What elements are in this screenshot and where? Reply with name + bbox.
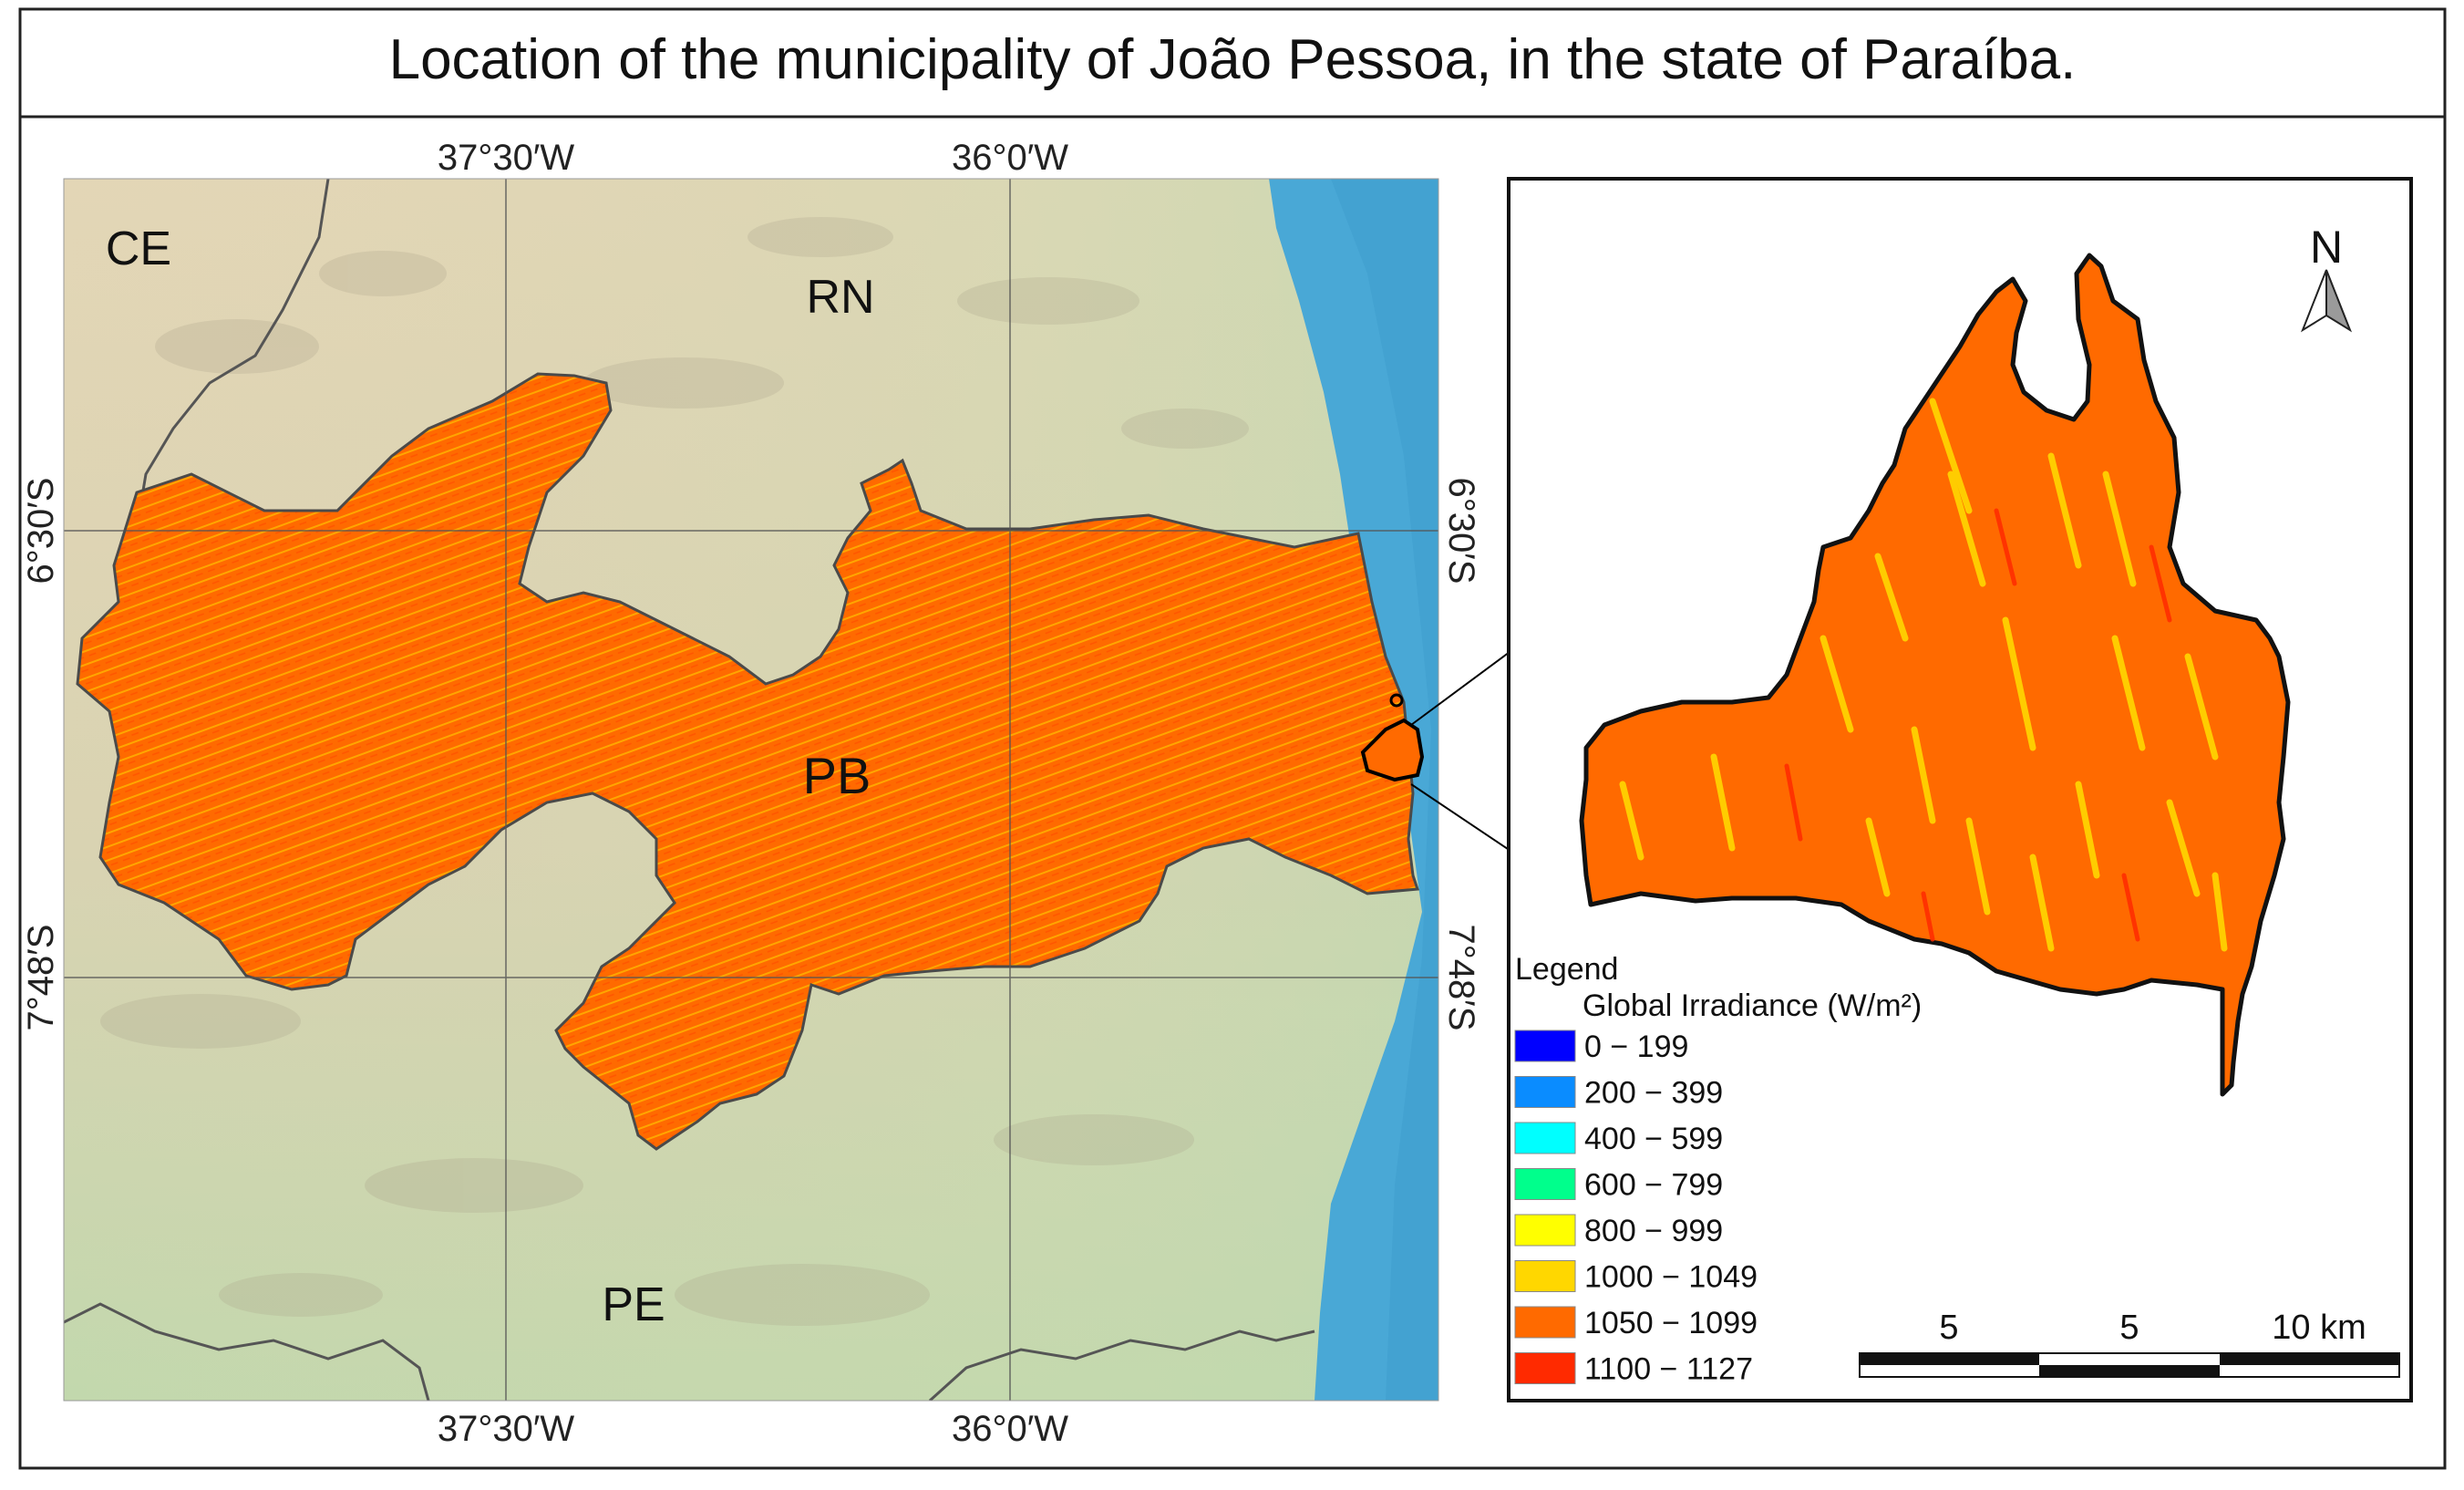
- legend-swatch: [1514, 1168, 1576, 1200]
- joao-pessoa-marker: [1360, 718, 1425, 782]
- legend-item-label: 600 − 799: [1584, 1168, 1723, 1203]
- legend-item-label: 400 − 599: [1584, 1122, 1723, 1156]
- scale-label-left: 5: [1939, 1309, 1958, 1347]
- irradiance-streaks: [1619, 398, 2228, 952]
- scale-label-mid: 5: [2119, 1309, 2139, 1347]
- legend-item-label: 0 − 199: [1584, 1030, 1688, 1064]
- legend-items: 0 − 199 200 − 399 400 − 599 600 − 799 800 − …: [1514, 1030, 1758, 1387]
- label-ce: CE: [106, 222, 171, 275]
- outer-frame: [18, 7, 2447, 1470]
- joao-pessoa-municipality: [1579, 253, 2291, 1097]
- north-label: N: [2310, 222, 2343, 273]
- legend-swatch: [1514, 1030, 1576, 1062]
- lat-label-left-top: 6°30′S: [21, 478, 61, 585]
- scale-bar: 5 5 10 km: [1859, 1309, 2400, 1378]
- lon-label-top-right: 36°0′W: [952, 138, 1068, 178]
- map-title: Location of the municipality of João Pes…: [389, 28, 2077, 91]
- legend-swatch: [1514, 1260, 1576, 1292]
- label-rn: RN: [806, 271, 874, 324]
- ocean: [1269, 179, 1438, 1401]
- inset-map: N Legend Global Irradiance (W/m²) 0 − 19…: [1507, 177, 2413, 1402]
- legend-item-label: 1000 − 1049: [1584, 1260, 1758, 1295]
- lon-label-bottom-left: 37°30′W: [438, 1409, 574, 1449]
- legend-title: Legend: [1515, 952, 1618, 987]
- relief-shading: [100, 217, 1249, 1326]
- paraiba-state: [76, 372, 1420, 1151]
- lat-label-right-top: 6°30′S: [1441, 478, 1481, 585]
- legend-swatch: [1514, 1352, 1576, 1384]
- legend-swatch: [1514, 1306, 1576, 1339]
- legend: Legend Global Irradiance (W/m²) 0 − 199 2…: [1514, 952, 1922, 1387]
- legend-item-label: 200 − 399: [1584, 1076, 1723, 1111]
- legend-swatch: [1514, 1122, 1576, 1154]
- north-arrow-icon: N: [2300, 222, 2353, 333]
- label-pe: PE: [602, 1278, 665, 1331]
- legend-item-label: 800 − 999: [1584, 1214, 1723, 1248]
- scale-label-right: 10 km: [2272, 1309, 2366, 1347]
- lat-label-right-bottom: 7°48′S: [1441, 925, 1481, 1031]
- legend-swatch: [1514, 1214, 1576, 1247]
- legend-subtitle: Global Irradiance (W/m²): [1583, 988, 1922, 1023]
- regional-map: CE RN PB PE 37°30′W 36°0′W 37°30′W 36°0′…: [21, 138, 1481, 1449]
- graticule: [64, 179, 1438, 1401]
- state-boundaries: [64, 179, 1315, 1401]
- lon-label-bottom-right: 36°0′W: [952, 1409, 1068, 1449]
- lat-label-left-bottom: 7°48′S: [21, 925, 61, 1031]
- legend-item-label: 1100 − 1127: [1584, 1352, 1753, 1387]
- lon-label-top-left: 37°30′W: [438, 138, 574, 178]
- label-pb: PB: [803, 747, 871, 804]
- legend-item-label: 1050 − 1099: [1584, 1306, 1758, 1340]
- legend-swatch: [1514, 1076, 1576, 1108]
